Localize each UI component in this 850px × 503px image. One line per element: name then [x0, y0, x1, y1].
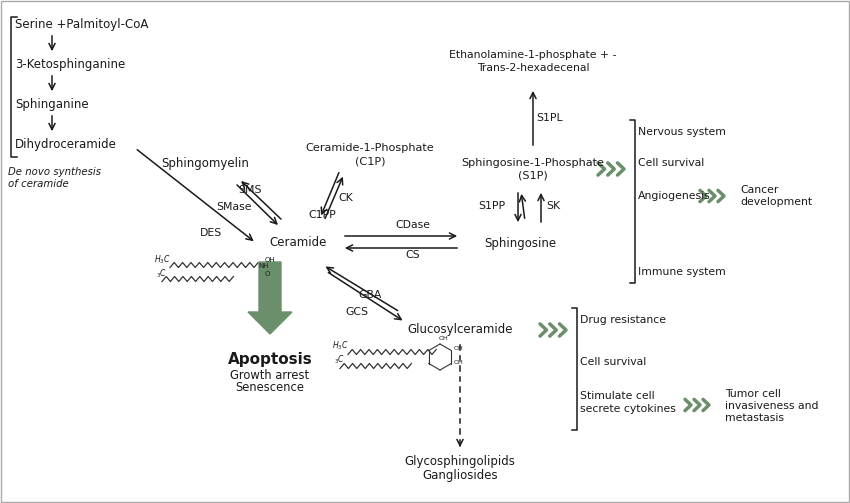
Text: Apoptosis: Apoptosis: [228, 352, 312, 367]
Text: Sphingosine-1-Phosphate: Sphingosine-1-Phosphate: [462, 158, 604, 168]
Text: $_3C$: $_3C$: [156, 267, 167, 280]
Text: CS: CS: [405, 250, 420, 260]
Text: Stimulate cell: Stimulate cell: [580, 391, 654, 401]
Text: SMS: SMS: [238, 185, 262, 195]
Text: $H_3C$: $H_3C$: [332, 340, 348, 353]
Text: CDase: CDase: [395, 220, 430, 230]
Text: OH: OH: [454, 360, 464, 365]
Text: OH: OH: [264, 257, 275, 263]
Text: Glycosphingolipids: Glycosphingolipids: [405, 456, 515, 468]
Text: (C1P): (C1P): [354, 156, 385, 166]
FancyArrow shape: [248, 262, 292, 334]
Text: DES: DES: [200, 228, 222, 238]
Text: Tumor cell: Tumor cell: [725, 389, 781, 399]
Text: Dihydroceramide: Dihydroceramide: [15, 138, 116, 151]
Text: Cell survival: Cell survival: [638, 158, 705, 168]
Text: Immune system: Immune system: [638, 267, 726, 277]
Text: Sphingosine: Sphingosine: [484, 236, 556, 249]
Text: metastasis: metastasis: [725, 413, 784, 423]
Text: of ceramide: of ceramide: [8, 179, 69, 189]
Text: Drug resistance: Drug resistance: [580, 315, 666, 325]
Text: O: O: [264, 271, 269, 277]
Text: Ceramide: Ceramide: [269, 236, 326, 249]
Text: development: development: [740, 197, 812, 207]
Text: secrete cytokines: secrete cytokines: [580, 404, 676, 414]
Text: Nervous system: Nervous system: [638, 127, 726, 137]
Text: De novo synthesis: De novo synthesis: [8, 167, 101, 177]
Text: GBA: GBA: [358, 290, 382, 300]
Text: Glucosylceramide: Glucosylceramide: [407, 323, 513, 337]
Text: Growth arrest: Growth arrest: [230, 369, 309, 382]
Text: Ceramide-1-Phosphate: Ceramide-1-Phosphate: [306, 143, 434, 153]
Text: Gangliosides: Gangliosides: [422, 468, 498, 481]
Text: Serine +Palmitoyl-CoA: Serine +Palmitoyl-CoA: [15, 18, 149, 31]
Text: invasiveness and: invasiveness and: [725, 401, 819, 411]
Text: GCS: GCS: [345, 307, 368, 317]
Text: OH: OH: [454, 347, 464, 352]
Text: Sphinganine: Sphinganine: [15, 98, 88, 111]
Text: S1PL: S1PL: [536, 113, 563, 123]
Text: NH: NH: [258, 263, 269, 269]
Text: Cell survival: Cell survival: [580, 357, 646, 367]
Text: Angiogenesis: Angiogenesis: [638, 191, 711, 201]
Text: Sphingomyelin: Sphingomyelin: [161, 156, 249, 170]
Text: Cancer: Cancer: [740, 185, 779, 195]
Text: 3-Ketosphinganine: 3-Ketosphinganine: [15, 58, 125, 71]
Text: SK: SK: [546, 201, 560, 211]
Text: (S1P): (S1P): [518, 171, 548, 181]
Text: Ethanolamine-1-phosphate + -: Ethanolamine-1-phosphate + -: [450, 50, 617, 60]
Text: OH: OH: [439, 336, 449, 341]
Text: S1PP: S1PP: [478, 201, 505, 211]
Text: Senescence: Senescence: [235, 381, 304, 394]
Text: CK: CK: [338, 193, 353, 203]
Text: $_3C$: $_3C$: [334, 354, 345, 367]
Text: $H_3C$: $H_3C$: [154, 253, 171, 266]
Text: Trans-2-hexadecenal: Trans-2-hexadecenal: [477, 63, 589, 73]
Text: C1PP: C1PP: [308, 210, 336, 220]
Text: SMase: SMase: [216, 202, 252, 212]
